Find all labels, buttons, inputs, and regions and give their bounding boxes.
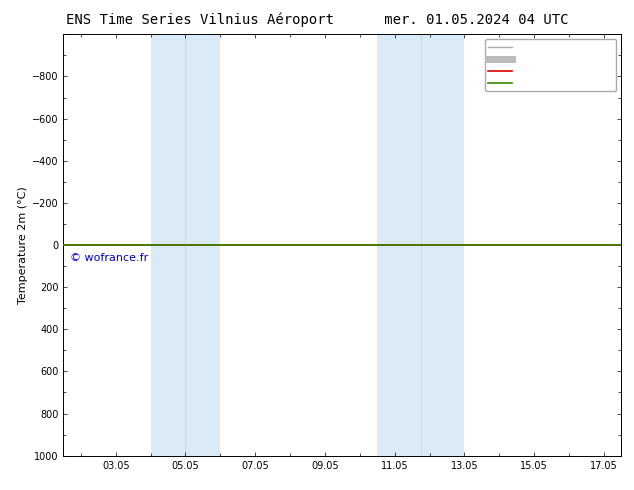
Text: © wofrance.fr: © wofrance.fr	[70, 253, 148, 263]
Y-axis label: Temperature 2m (°C): Temperature 2m (°C)	[18, 186, 28, 304]
Bar	[150, 34, 221, 456]
Legend: min/max, acute;cart type, Ensemble mean run, Controll run: min/max, acute;cart type, Ensemble mean …	[485, 39, 616, 91]
Text: ENS Time Series Vilnius Aéroport      mer. 01.05.2024 04 UTC: ENS Time Series Vilnius Aéroport mer. 01…	[66, 12, 568, 27]
Bar	[377, 34, 464, 456]
